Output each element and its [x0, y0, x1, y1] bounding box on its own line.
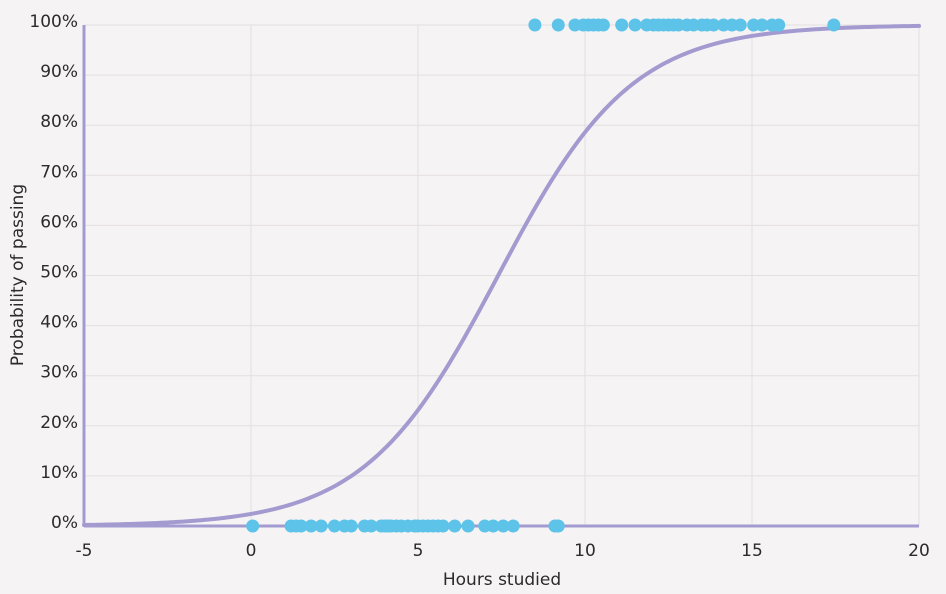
data-point-fail: [246, 519, 260, 533]
data-point-fail: [506, 519, 520, 533]
y-tick-label: 30%: [40, 363, 78, 383]
x-tick-label: 0: [246, 541, 257, 561]
data-point-pass: [596, 18, 610, 32]
x-tick-label: 20: [908, 541, 930, 561]
y-tick-label: 100%: [29, 12, 78, 32]
data-point-fail: [364, 519, 378, 533]
y-tick-label: 80%: [40, 112, 78, 132]
grid-lines: [84, 24, 920, 526]
data-point-pass: [827, 18, 841, 32]
data-point-pass: [628, 18, 642, 32]
y-tick-label: 0%: [51, 513, 78, 533]
y-axis-label: Probability of passing: [8, 184, 28, 366]
data-point-pass: [733, 18, 747, 32]
x-axis-label: Hours studied: [443, 570, 561, 590]
x-tick-labels: -5 0 5 10 15 20: [76, 541, 930, 561]
data-point-pass: [528, 18, 542, 32]
x-tick-label: -5: [76, 541, 93, 561]
y-tick-label: 20%: [40, 413, 78, 433]
data-point-fail: [436, 519, 450, 533]
logistic-curve: [82, 23, 921, 527]
data-point-fail: [294, 519, 308, 533]
data-point-pass: [772, 18, 786, 32]
data-point-pass: [707, 18, 721, 32]
y-tick-label: 90%: [40, 62, 78, 82]
y-tick-label: 70%: [40, 162, 78, 182]
data-point-fail: [448, 519, 462, 533]
data-point-fail: [551, 519, 565, 533]
data-point-fail: [314, 519, 328, 533]
data-point-fail: [304, 519, 318, 533]
y-tick-label: 60%: [40, 212, 78, 232]
y-tick-label: 10%: [40, 463, 78, 483]
data-point-fail: [486, 519, 500, 533]
x-tick-label: 10: [574, 541, 596, 561]
x-tick-label: 5: [413, 541, 424, 561]
data-point-fail: [496, 519, 510, 533]
y-tick-labels: 0% 10% 20% 30% 40% 50% 60% 70% 80% 90% 100%: [29, 12, 78, 533]
data-point-pass: [615, 18, 629, 32]
y-tick-label: 40%: [40, 313, 78, 333]
data-point-fail: [328, 519, 341, 533]
y-tick-label: 50%: [40, 263, 78, 283]
x-tick-label: 15: [741, 541, 763, 561]
data-point-pass: [755, 18, 769, 32]
data-points: [246, 18, 841, 533]
data-point-fail: [461, 519, 475, 533]
data-point-fail: [344, 519, 358, 533]
data-point-pass: [551, 18, 565, 32]
